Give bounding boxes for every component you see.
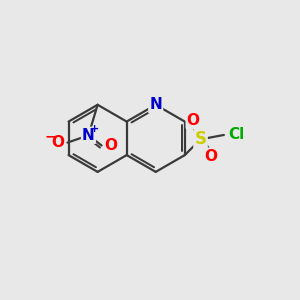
Text: N: N [149,97,162,112]
Text: O: O [52,135,64,150]
Text: +: + [90,124,100,134]
Text: O: O [204,149,217,164]
Text: O: O [104,138,118,153]
Text: N: N [82,128,95,143]
Text: O: O [187,113,200,128]
Text: −: − [45,129,56,143]
Text: Cl: Cl [228,128,244,142]
Text: S: S [194,130,206,148]
